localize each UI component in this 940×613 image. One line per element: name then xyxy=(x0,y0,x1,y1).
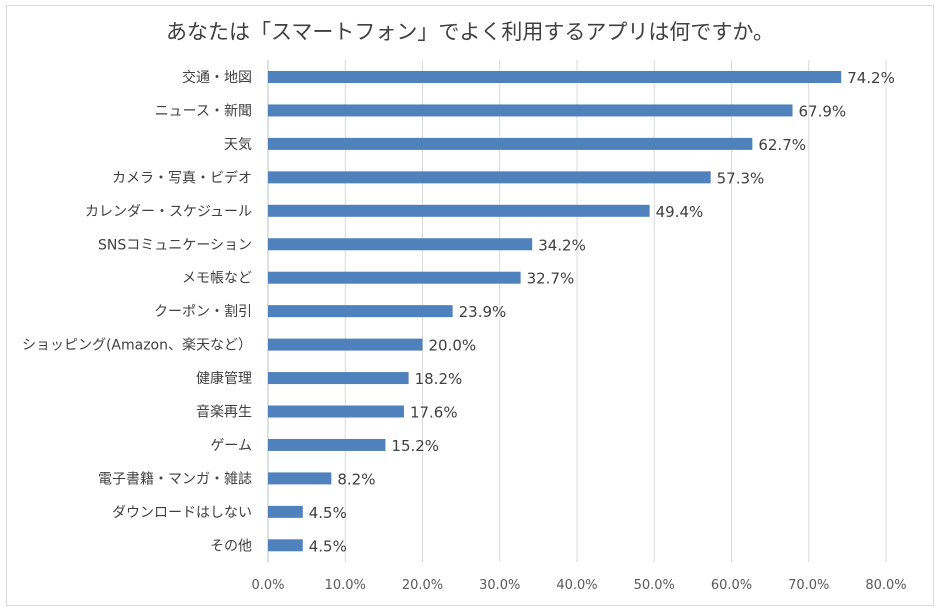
x-tick-label: 30.0% xyxy=(479,578,520,593)
data-label: 57.3% xyxy=(717,169,765,187)
category-label: その他 xyxy=(210,538,252,554)
bar xyxy=(268,438,386,451)
category-label: 電子書籍・マンガ・雑誌 xyxy=(98,470,252,487)
data-label: 20.0% xyxy=(429,337,477,355)
data-label: 34.2% xyxy=(538,236,586,254)
x-tick-label: 40.0% xyxy=(556,578,597,593)
x-tick-label: 50.0% xyxy=(634,578,675,593)
x-tick-label: 80.0% xyxy=(865,578,906,593)
bar xyxy=(268,405,404,418)
data-label: 4.5% xyxy=(309,537,347,555)
category-label: ニュース・新聞 xyxy=(155,103,252,119)
bar xyxy=(268,372,409,385)
bar xyxy=(268,171,711,184)
category-label: カレンダー・スケジュール xyxy=(85,204,252,220)
chart-frame xyxy=(6,5,934,606)
category-label: SNSコミュニケーション xyxy=(98,237,252,253)
bar xyxy=(268,104,793,117)
data-label: 17.6% xyxy=(410,404,458,422)
category-label: ゲーム xyxy=(210,438,252,454)
data-label: 49.4% xyxy=(656,203,704,221)
x-tick-label: 70.0% xyxy=(788,578,829,593)
bar xyxy=(268,204,650,217)
bar xyxy=(268,505,303,518)
bar xyxy=(268,539,303,552)
bar xyxy=(268,271,521,284)
bar xyxy=(268,137,753,150)
data-label: 18.2% xyxy=(415,370,463,388)
bar xyxy=(268,338,423,351)
category-label: ダウンロードはしない xyxy=(112,505,252,521)
data-label: 4.5% xyxy=(309,504,347,522)
x-tick-label: 0.0% xyxy=(251,578,284,593)
data-label: 62.7% xyxy=(758,136,806,154)
x-tick-label: 10.0% xyxy=(325,578,366,593)
bar xyxy=(268,305,453,318)
data-label: 15.2% xyxy=(391,437,439,455)
bar xyxy=(268,238,533,251)
bar xyxy=(268,71,842,83)
category-label: 健康管理 xyxy=(196,370,252,387)
data-label: 67.9% xyxy=(799,102,847,120)
data-label: 8.2% xyxy=(337,470,375,488)
data-label: 23.9% xyxy=(459,303,507,321)
category-label: カメラ・写真・ビデオ xyxy=(112,169,252,186)
chart-title: あなたは「スマートフォン」でよく利用するアプリは何ですか。 xyxy=(166,20,774,44)
category-label: メモ帳など xyxy=(182,271,252,287)
bar xyxy=(268,472,332,485)
category-label: 交通・地図 xyxy=(182,69,252,86)
data-label: 32.7% xyxy=(527,270,575,288)
category-label: 音楽再生 xyxy=(196,404,252,421)
data-label: 74.2% xyxy=(847,69,895,87)
category-label: ショッピング(Amazon、楽天など） xyxy=(22,338,252,354)
x-tick-label: 60.0% xyxy=(711,578,752,593)
x-tick-label: 20.0% xyxy=(402,578,443,593)
category-label: クーポン・割引 xyxy=(154,303,252,320)
category-label: 天気 xyxy=(224,137,252,153)
